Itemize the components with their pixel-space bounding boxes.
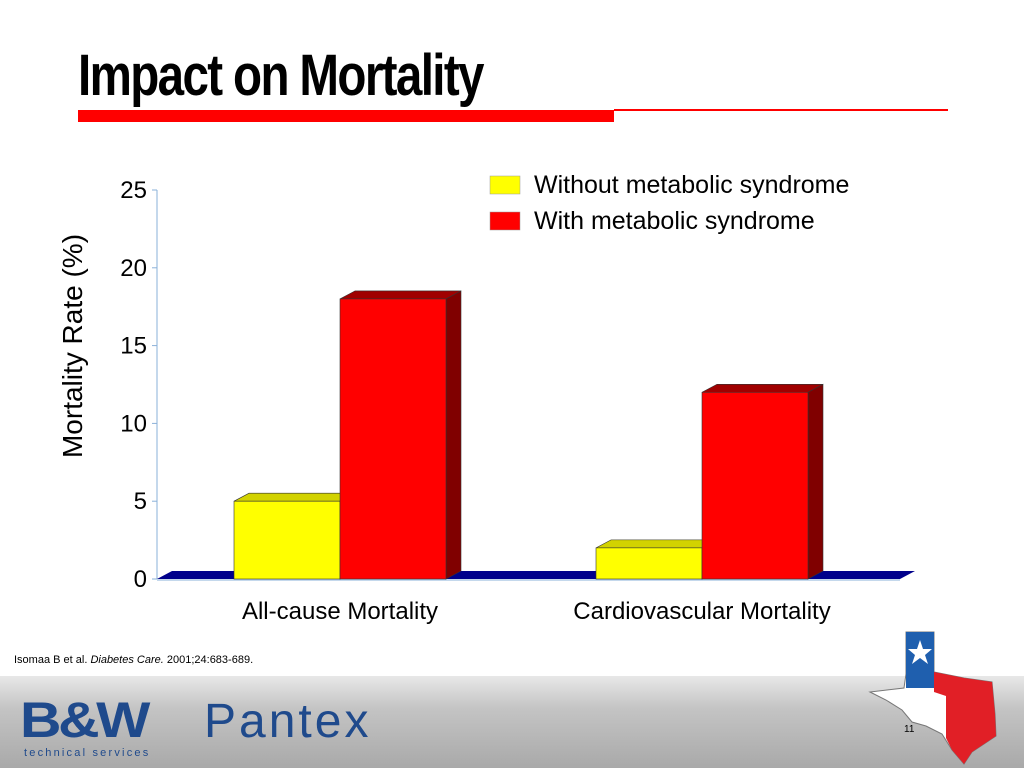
texas-flag-icon — [868, 631, 997, 765]
y-axis-label: Mortality Rate (%) — [57, 234, 88, 458]
bar-top — [595, 539, 718, 549]
y-tick-label: 5 — [134, 488, 147, 515]
citation-details: 2001;24:683-689. — [166, 654, 254, 666]
x-tick-label: All-cause Mortality — [242, 598, 438, 625]
slide-title: Impact on Mortality — [78, 43, 484, 108]
bar — [233, 500, 341, 580]
pantex-logo: Pantex — [204, 695, 372, 748]
legend-swatch — [489, 211, 521, 231]
y-tick-label: 10 — [120, 410, 147, 437]
legend-label: With metabolic syndrome — [534, 207, 815, 235]
x-tick-label: Cardiovascular Mortality — [573, 598, 830, 625]
bar-top — [701, 383, 824, 393]
citation-journal: Diabetes Care. — [90, 654, 164, 666]
bw-tagline: technical services — [24, 747, 151, 759]
bar — [595, 547, 703, 580]
legend-swatch — [489, 175, 521, 195]
footer-band — [0, 676, 1024, 768]
bar-top — [339, 290, 462, 300]
bar-side — [807, 383, 824, 580]
bar-chart: 0 5 10 15 20 25 Mortality Rate (%) All-cause Mo… — [57, 171, 915, 625]
bw-logo: B&W — [20, 692, 150, 748]
page-number: 11 — [904, 724, 915, 735]
title-underline-thick — [78, 110, 614, 122]
citation: Isomaa B et al. Diabetes Care. 2001;24:6… — [14, 654, 253, 666]
bar — [339, 298, 447, 580]
bar — [701, 391, 809, 580]
title-underline-thin — [614, 109, 948, 111]
y-tick-label: 0 — [134, 566, 147, 593]
y-tick-label: 20 — [120, 255, 147, 282]
bar-side — [445, 290, 462, 580]
y-tick-label: 25 — [120, 177, 147, 204]
bar-top — [233, 492, 356, 502]
citation-authors: Isomaa B et al. — [14, 654, 88, 666]
y-tick-label: 15 — [120, 333, 147, 360]
legend-label: Without metabolic syndrome — [534, 171, 849, 199]
